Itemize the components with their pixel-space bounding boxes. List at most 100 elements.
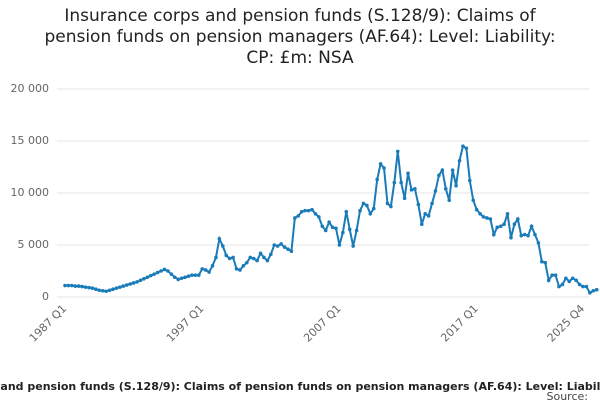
point — [217, 236, 222, 241]
point — [371, 206, 376, 211]
point — [179, 276, 184, 281]
point — [317, 215, 321, 219]
point — [162, 267, 167, 272]
point — [457, 158, 462, 163]
point — [313, 212, 318, 216]
point — [375, 177, 379, 182]
point — [251, 256, 256, 261]
point — [426, 214, 431, 218]
point — [406, 171, 410, 176]
point — [142, 277, 146, 281]
point — [289, 249, 294, 254]
point — [447, 198, 452, 203]
point — [272, 243, 277, 247]
point — [409, 188, 414, 192]
point — [570, 276, 575, 281]
point — [152, 272, 156, 276]
point — [365, 203, 369, 208]
point — [320, 224, 325, 229]
point — [423, 212, 427, 216]
point — [97, 288, 102, 293]
point — [265, 258, 270, 263]
point — [594, 287, 599, 292]
point — [100, 288, 105, 293]
point — [221, 244, 225, 248]
point — [402, 196, 407, 200]
point — [454, 183, 458, 188]
point — [282, 245, 287, 249]
point — [392, 180, 397, 185]
point — [145, 275, 150, 280]
point — [413, 187, 417, 191]
point — [440, 168, 445, 172]
point — [505, 212, 510, 216]
point — [245, 260, 249, 265]
y-tick-label: 15 000 — [11, 134, 50, 147]
point — [584, 284, 589, 289]
point — [378, 162, 383, 166]
point — [73, 284, 78, 288]
point — [543, 260, 548, 265]
x-tick-label: 2007 Q1 — [301, 302, 344, 345]
point — [169, 272, 174, 276]
point — [248, 255, 253, 260]
point — [433, 189, 438, 193]
point — [269, 252, 273, 257]
point — [258, 251, 263, 256]
point — [495, 225, 500, 230]
point — [210, 264, 215, 268]
point — [200, 267, 205, 271]
point — [419, 222, 424, 226]
point — [467, 178, 472, 183]
point — [512, 222, 517, 226]
point — [176, 277, 181, 282]
point — [550, 273, 554, 277]
point — [121, 284, 126, 288]
x-tick-label: 1987 Q1 — [27, 302, 70, 345]
point — [591, 288, 596, 293]
point — [234, 267, 239, 271]
point — [155, 270, 160, 275]
y-tick-label: 5 000 — [18, 238, 50, 251]
point — [471, 198, 476, 203]
point — [107, 288, 112, 293]
point — [361, 201, 366, 206]
point — [310, 207, 314, 212]
point — [190, 273, 194, 277]
point — [241, 264, 246, 268]
point — [196, 273, 201, 277]
point — [389, 204, 393, 209]
point — [385, 201, 390, 206]
point — [509, 235, 513, 240]
point — [557, 284, 561, 289]
point — [464, 146, 469, 151]
point — [574, 278, 578, 283]
point — [104, 289, 108, 294]
point — [138, 278, 143, 283]
point — [481, 215, 486, 219]
point — [128, 282, 132, 286]
x-tick-label: 1997 Q1 — [164, 302, 207, 345]
point — [564, 276, 568, 281]
point — [214, 255, 218, 260]
point — [437, 173, 441, 178]
point — [553, 273, 558, 277]
point — [536, 241, 541, 245]
point — [581, 284, 585, 289]
point — [114, 286, 119, 290]
point — [443, 187, 448, 191]
point — [299, 209, 304, 214]
point — [334, 226, 338, 231]
point — [533, 232, 537, 237]
point — [159, 269, 163, 273]
point — [567, 279, 572, 284]
point — [330, 225, 335, 230]
point — [90, 286, 95, 290]
point — [111, 287, 115, 292]
point — [351, 244, 355, 248]
point — [516, 217, 520, 221]
point — [172, 275, 177, 280]
point — [94, 287, 98, 292]
point — [368, 212, 373, 216]
point — [296, 214, 301, 218]
